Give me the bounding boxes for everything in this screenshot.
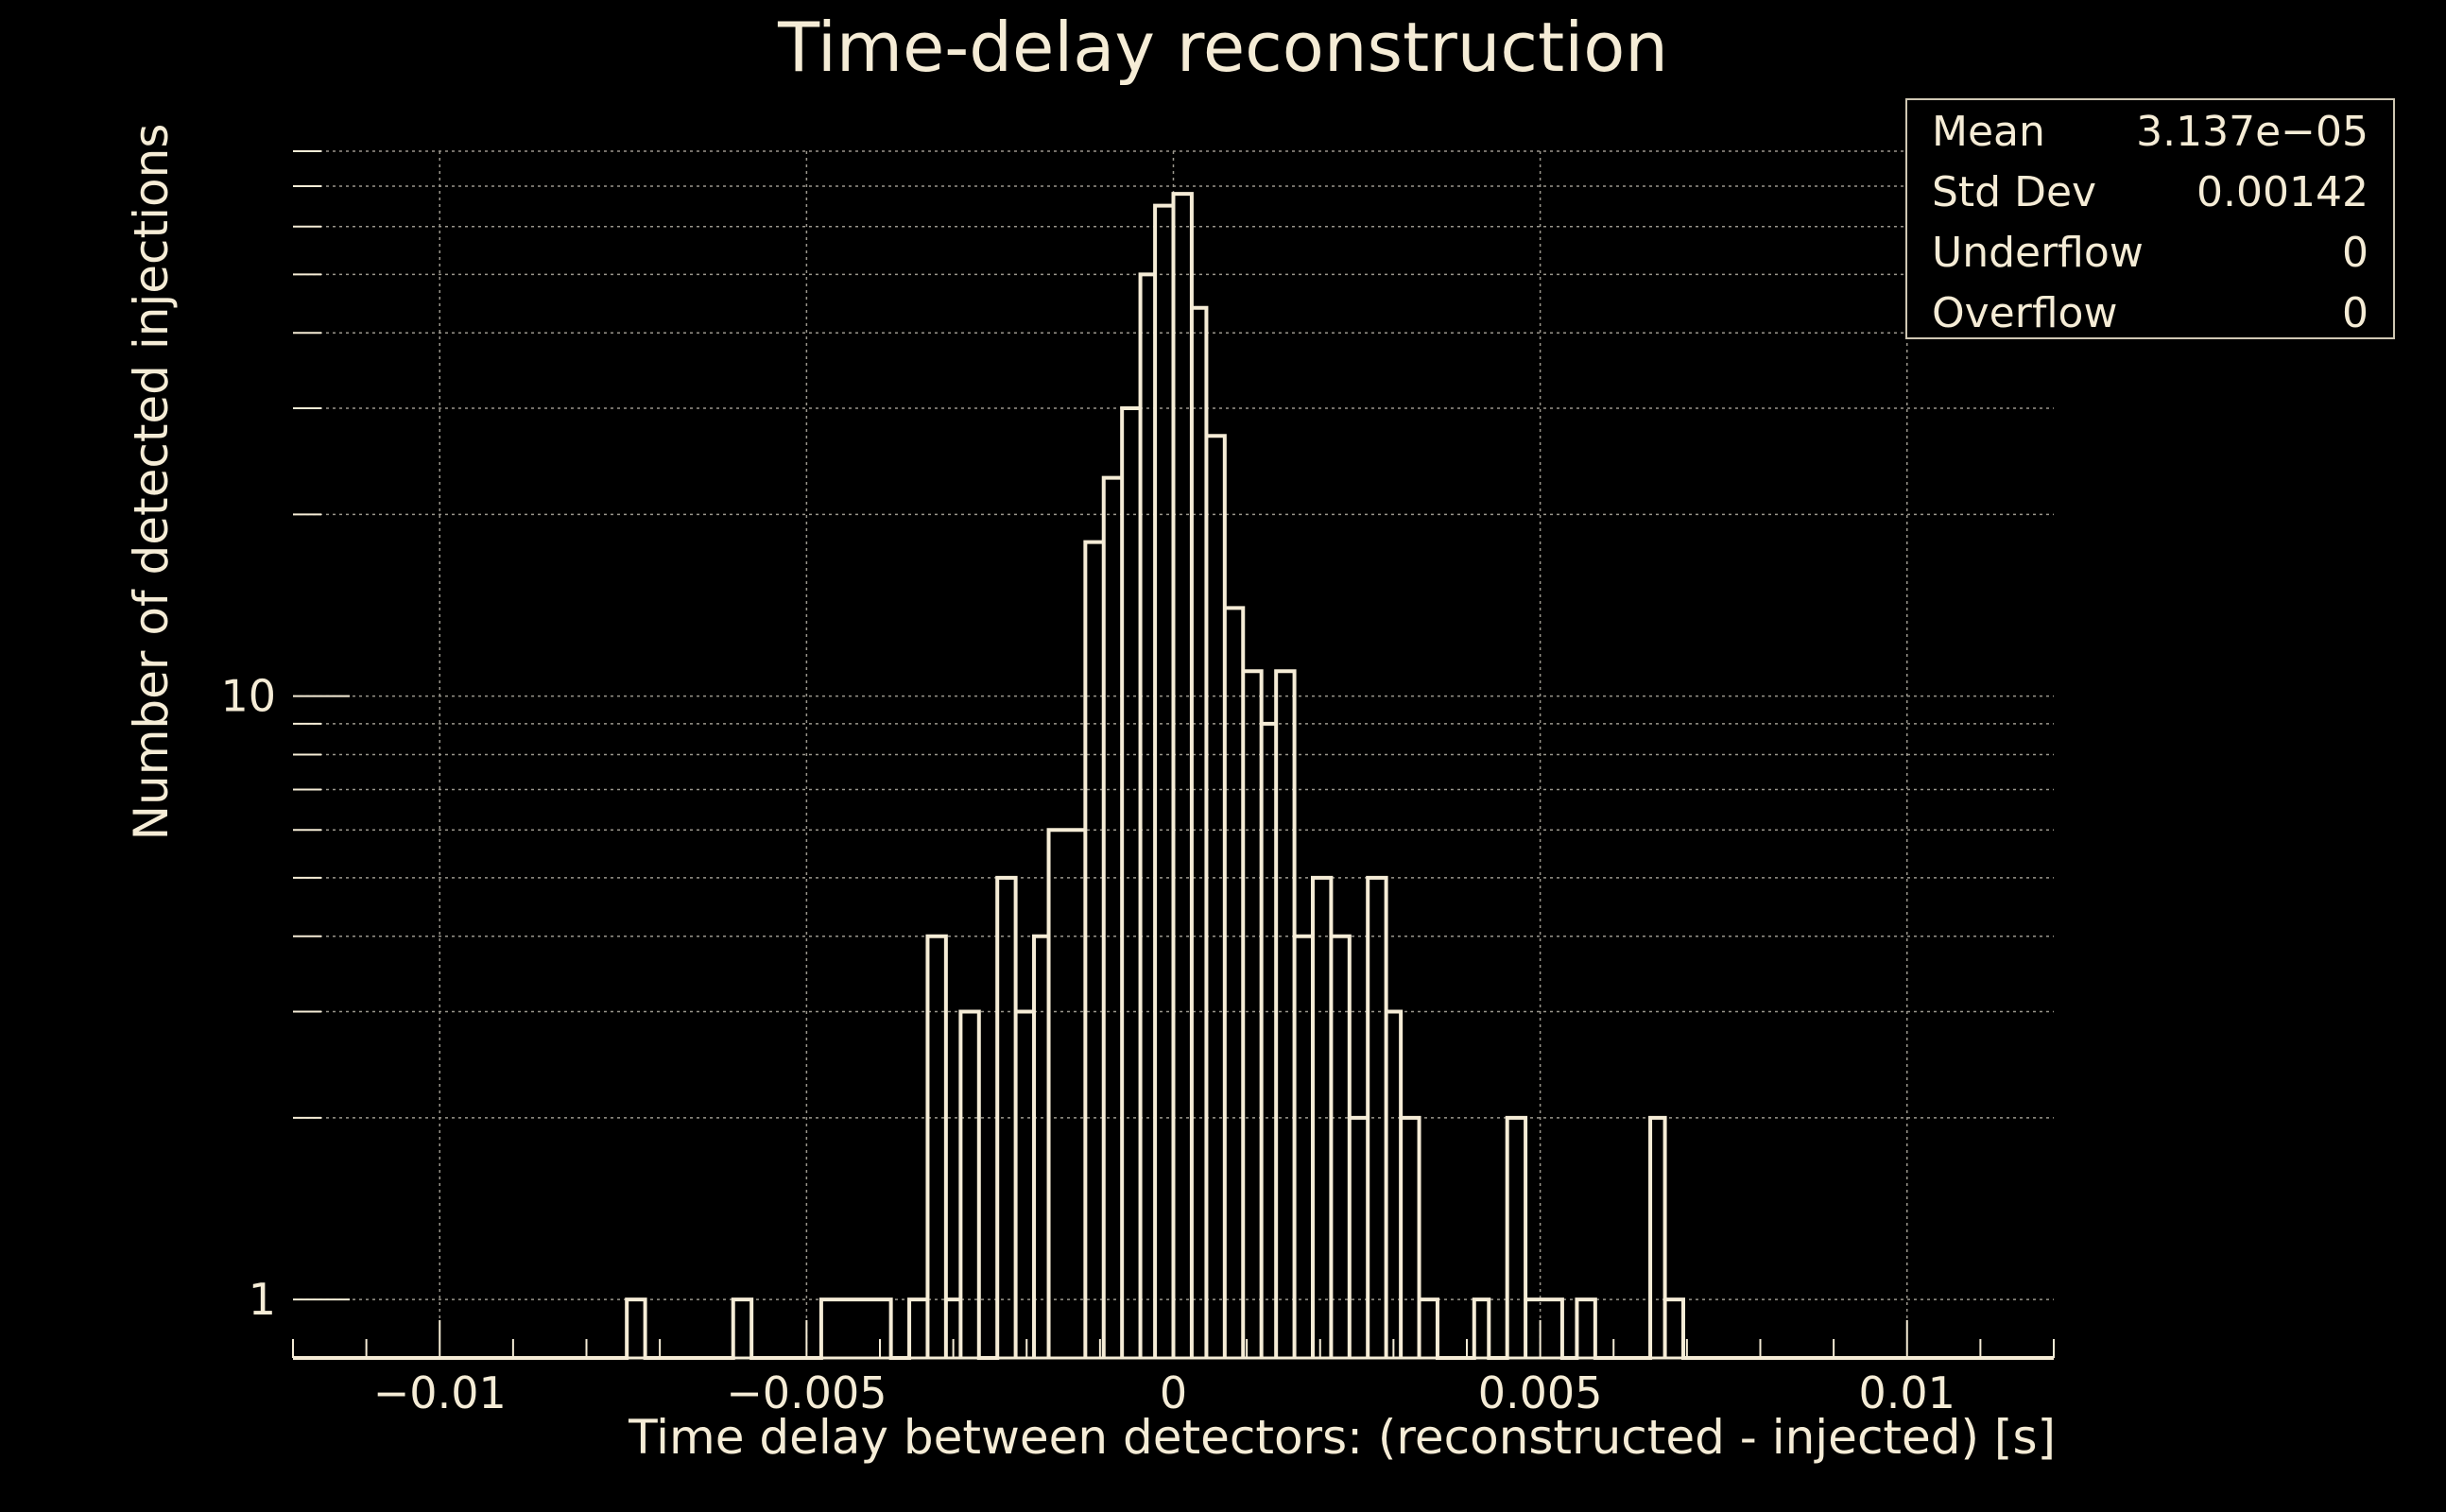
- y-tick-label: 1: [249, 1274, 276, 1325]
- histogram-bar: [1049, 830, 1086, 1358]
- stat-row-stddev: Std Dev 0.00142: [1932, 168, 2368, 229]
- x-tick-label: −0.01: [373, 1367, 507, 1418]
- histogram-bar: [1141, 274, 1156, 1358]
- x-tick-label: 0.005: [1478, 1367, 1603, 1418]
- histogram-bar: [1085, 542, 1103, 1358]
- histogram-bar: [1104, 478, 1122, 1358]
- histogram-bar: [1576, 1299, 1594, 1358]
- axis-ticks: [292, 150, 2055, 1358]
- chart-title: Time-delay reconstruction: [778, 8, 1668, 87]
- y-axis-label: Number of detected injections: [124, 123, 179, 841]
- histogram-bar: [1192, 308, 1207, 1358]
- histogram-bar: [1034, 936, 1049, 1358]
- histogram-bar: [1155, 206, 1173, 1358]
- stat-label: Std Dev: [1932, 168, 2097, 216]
- histogram-bar: [927, 936, 945, 1358]
- histogram-bar: [1276, 671, 1294, 1358]
- histogram-bar: [1650, 1118, 1665, 1358]
- stat-value: 0: [2342, 289, 2368, 337]
- histogram-bar: [1313, 878, 1331, 1358]
- x-axis-label: Time delay between detectors: (reconstru…: [629, 1410, 2056, 1465]
- histogram-bar: [1350, 1118, 1368, 1358]
- stat-value: 0: [2342, 229, 2368, 277]
- histogram-bar: [1665, 1299, 1683, 1358]
- x-tick-label: 0.01: [1859, 1367, 1955, 1418]
- stat-row-mean: Mean 3.137e−05: [1932, 108, 2368, 168]
- x-tick-label: −0.005: [726, 1367, 887, 1418]
- stat-value: 3.137e−05: [2136, 108, 2368, 156]
- histogram-bar: [627, 1299, 645, 1358]
- stat-label: Mean: [1932, 108, 2045, 156]
- histogram-bar: [946, 1299, 961, 1358]
- histogram-bar: [1206, 436, 1224, 1358]
- histogram-bar: [1243, 671, 1261, 1358]
- stats-box: Mean 3.137e−05 Std Dev 0.00142 Underflow…: [1905, 98, 2395, 339]
- stat-label: Underflow: [1932, 229, 2144, 277]
- histogram-bar: [1016, 1011, 1034, 1358]
- stat-row-underflow: Underflow 0: [1932, 229, 2368, 289]
- histogram-bar: [1225, 608, 1243, 1358]
- stat-value: 0.00142: [2196, 168, 2368, 216]
- histogram-bar: [960, 1011, 978, 1358]
- histogram-bar: [1525, 1299, 1562, 1358]
- histogram-bar: [997, 878, 1015, 1358]
- histogram-bar: [1507, 1118, 1525, 1358]
- stat-row-overflow: Overflow 0: [1932, 289, 2368, 350]
- histogram-bar: [909, 1299, 927, 1358]
- histogram-bar: [1262, 724, 1277, 1358]
- histogram-bar: [821, 1299, 891, 1358]
- histogram-bar: [1295, 936, 1313, 1358]
- tick-labels: −0.01 −0.005 0 0.005 0.01 1 10: [220, 671, 1955, 1418]
- histogram-bar: [1401, 1118, 1419, 1358]
- x-tick-label: 0: [1160, 1367, 1187, 1418]
- histogram-bar: [1420, 1299, 1438, 1358]
- histogram-outline: [293, 192, 2054, 1360]
- histogram-bar: [1331, 936, 1349, 1358]
- histogram-bar: [1122, 408, 1140, 1358]
- histogram-bar: [1474, 1299, 1490, 1358]
- stat-label: Overflow: [1932, 289, 2118, 337]
- histogram-bar: [1174, 194, 1192, 1358]
- histogram-bar: [733, 1299, 751, 1358]
- histogram-bar: [1368, 878, 1386, 1358]
- y-tick-label: 10: [220, 671, 276, 722]
- histogram-bar: [1387, 1011, 1402, 1358]
